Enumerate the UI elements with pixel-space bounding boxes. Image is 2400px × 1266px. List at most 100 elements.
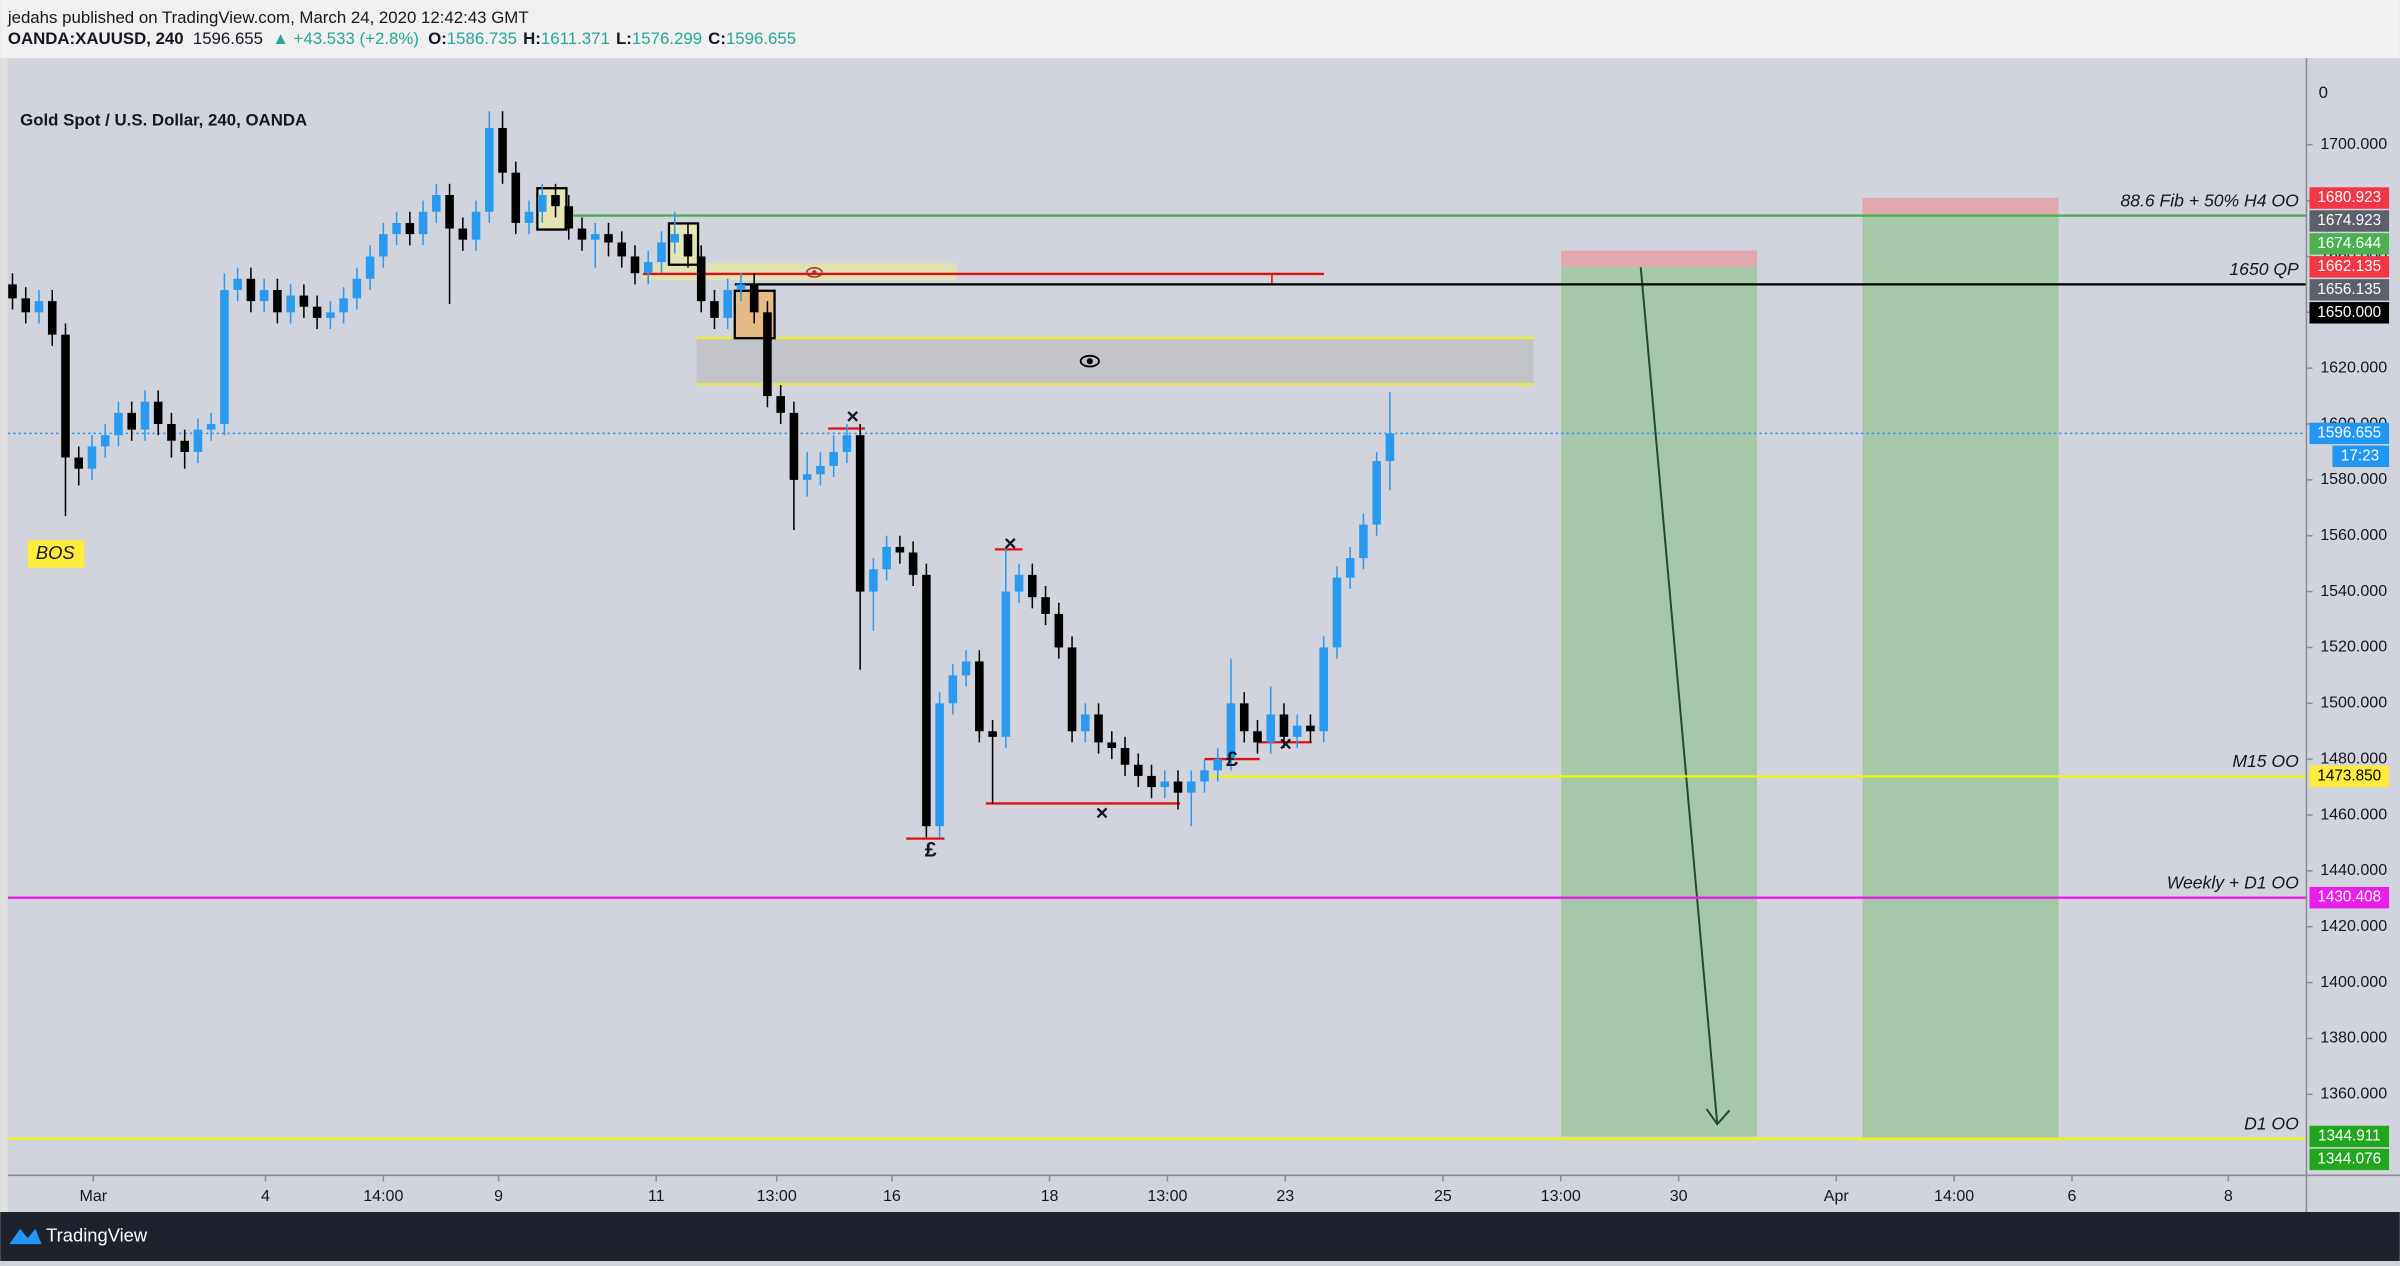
candle-body [749,284,759,313]
price-label-bg [2309,1125,2390,1148]
candle-body [1239,703,1249,732]
candle-body [789,412,799,480]
price-label-bg [2309,210,2390,232]
price-label-bg [2309,422,2390,445]
candle-body [246,278,256,302]
y-tick-label: 1480.000 [2320,749,2387,767]
candle-body [537,195,547,212]
price-label: 1596.655 [2317,424,2381,441]
candle-body [286,295,295,313]
candle-body [1213,759,1223,771]
left-edge [0,58,8,1213]
arrow-head [1705,1108,1731,1126]
price-label: 1473.850 [2317,767,2381,784]
candle-body [1014,574,1024,592]
candle-body [1107,742,1117,748]
candle-body [829,451,838,466]
y-tick-label: 1560.000 [2320,526,2387,544]
candle-body [1279,714,1289,737]
x-tick-label: Mar [79,1187,107,1205]
candle-body [1253,731,1262,743]
candle-body [1226,703,1236,760]
x-tick-label: 11 [648,1187,665,1205]
candle-body [683,234,693,257]
candle-body [312,306,322,318]
candle-body [458,228,468,240]
candle-body [100,435,110,447]
candle-body [511,172,521,223]
header-bg [0,0,2400,59]
candle-body [167,424,176,441]
candle-body [1319,647,1328,732]
candle-body [1186,781,1196,793]
logo [9,1228,42,1245]
price-label-bg [2309,256,2390,278]
price-label-bg [2309,886,2390,909]
symbol: OANDA:XAUUSD, 240 [8,29,184,48]
price-label-bg [2309,187,2390,209]
candle-body [1345,558,1355,578]
candle-body [657,242,666,263]
y-tick-label: 1420.000 [2320,917,2387,935]
price-label: 1674.923 [2317,212,2381,229]
y-tick-label: 1460.000 [2320,805,2387,823]
candle-body [206,424,216,430]
candle-body [1160,781,1170,788]
candle-body [1359,524,1368,559]
candle-body [1200,770,1209,782]
price-label: 1680.923 [2317,189,2381,206]
y-tick-label: 1540.000 [2320,582,2387,600]
candle-body [379,234,388,257]
zone [696,338,1534,385]
c-label: C: [708,29,726,48]
candle-body [1001,591,1011,737]
y-tick-label: 1700.000 [2320,135,2387,153]
candle-body [710,301,719,318]
x-tick-label: 13:00 [1541,1187,1581,1205]
x-tick-label: 9 [494,1187,503,1205]
h-label: H: [523,29,541,48]
candle-body [352,278,362,299]
stop-zone [1862,198,2059,215]
candle-body [670,234,680,243]
candle-body [643,262,653,274]
candle-body [1266,714,1276,743]
candle-body [895,546,905,553]
candle-body [299,295,309,307]
price-label-bg [2309,1148,2390,1171]
candle-body [1385,433,1395,462]
candle-body [273,289,282,313]
marker: × [846,404,859,428]
level-label: 1650 QP [2229,259,2299,279]
x-tick-label: Apr [1824,1187,1850,1205]
published: jedahs published on TradingView.com, Mar… [7,8,529,27]
price-label: 1430.408 [2317,889,2381,906]
candle-body [74,457,84,469]
y-tick-label: 1580.000 [2320,470,2387,488]
x-tick-label: 13:00 [757,1187,797,1205]
eye-icon [805,267,823,278]
brand: TradingView [46,1224,148,1245]
candle-body [908,552,918,575]
candle-body [975,661,984,732]
price-label: 1650.000 [2317,304,2381,321]
x-tick-label: 8 [2224,1187,2233,1205]
candle-body [339,298,348,313]
candle-body [193,429,203,452]
candle-body [1067,647,1077,732]
candle-body [922,574,931,827]
candle-body [617,242,627,257]
candle-body [87,446,97,469]
candle-body [630,256,640,274]
candle-body [114,412,123,436]
candle-body [405,222,415,235]
candle-body [1173,781,1183,793]
candle-body [220,289,229,425]
candle-body [1120,747,1130,765]
candle-body [127,412,136,430]
candle-body [723,289,732,318]
candle-body [365,256,375,279]
candle-body [1372,461,1381,525]
candle-body [1054,613,1064,648]
candle-body [736,284,746,290]
